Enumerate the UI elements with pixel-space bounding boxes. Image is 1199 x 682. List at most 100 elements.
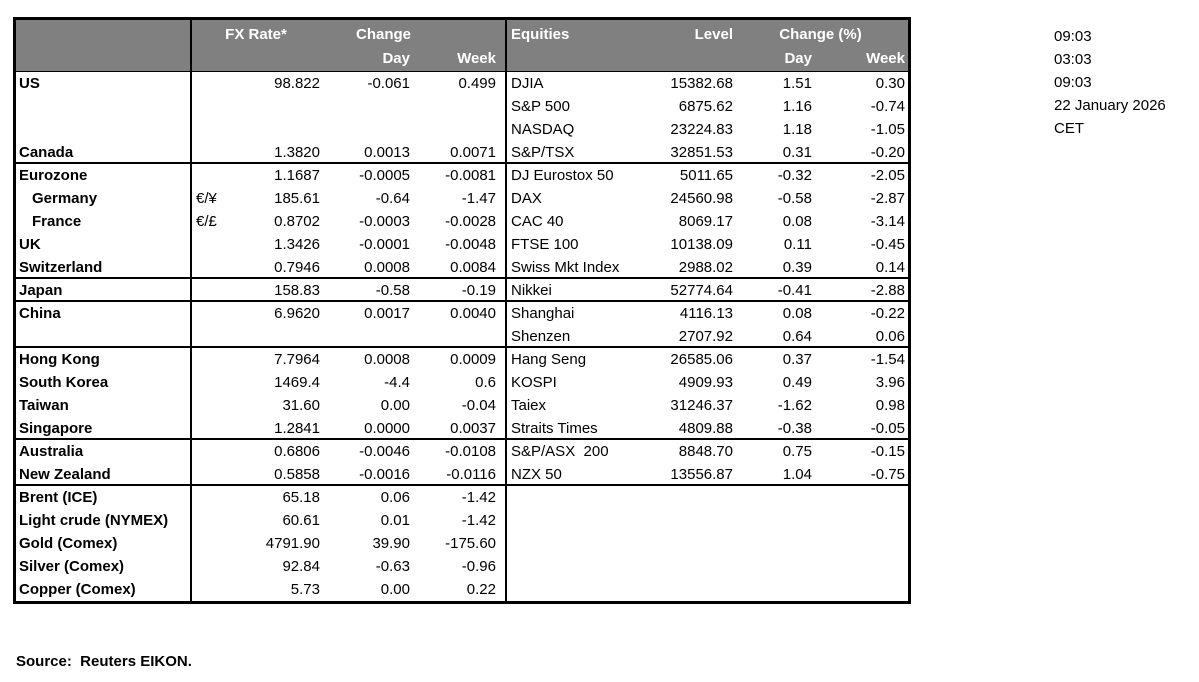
equity-day-change: -0.58 [777, 190, 812, 207]
equity-name: Hang Seng [511, 351, 587, 368]
equity-week-change: -0.05 [870, 420, 905, 437]
table-row: Japan 158.83 -0.58 -0.19 Nikkei 52774.64 -0.41… [16, 279, 908, 302]
currency-pair [192, 256, 222, 277]
fx-week-change: -0.0108 [410, 440, 507, 463]
currency-pair [192, 141, 222, 162]
equity-level [657, 555, 733, 578]
equity-day-change: 0.11 [783, 236, 812, 253]
equity-day-change [733, 532, 812, 555]
equity-name: KOSPI [511, 374, 557, 391]
equity-week-change: -2.05 [870, 167, 905, 184]
table-body: US 98.822 -0.061 0.499 DJIA 15382.68 1.51 0.30 S… [16, 72, 908, 601]
equity-level: 32851.53 [670, 144, 733, 161]
fx-rate-value: 185.61 [274, 190, 320, 207]
fx-rate-value: 0.8702 [274, 213, 320, 230]
currency-pair [192, 532, 222, 555]
table-row: S&P 500 6875.62 1.16 -0.74 [16, 95, 908, 118]
currency-pair [192, 486, 222, 509]
row-label: France [16, 210, 192, 233]
fx-rate-value: 1.1687 [274, 167, 320, 184]
currency-pair [192, 118, 222, 141]
equity-week-change [812, 486, 908, 509]
equity-level: 10138.09 [670, 236, 733, 253]
currency-pair [192, 417, 222, 438]
header-fx-change: Change [320, 20, 507, 48]
header-eq-day: Day [784, 50, 812, 67]
fx-day-change: 39.90 [372, 535, 410, 552]
header-blank-cell [16, 48, 192, 71]
fx-week-change: 0.0071 [410, 141, 507, 162]
currency-pair [192, 95, 222, 118]
table-row: Switzerland 0.7946 0.0008 0.0084 Swiss Mkt I… [16, 256, 908, 279]
equity-day-change: 0.64 [782, 328, 812, 345]
equity-name [507, 509, 657, 532]
fx-rate-value: 158.83 [274, 282, 320, 299]
header-blank-cell [507, 48, 657, 71]
equity-name: Shanghai [511, 305, 575, 322]
fx-week-change: -1.42 [410, 486, 507, 509]
equity-day-change: -0.41 [777, 282, 812, 299]
table-row: France €/£ 0.8702 -0.0003 -0.0028 CAC 40 8069.… [16, 210, 908, 233]
equity-level: 15382.68 [670, 75, 733, 92]
fx-day-change [320, 325, 410, 346]
row-label: US [16, 72, 192, 95]
equity-week-change [812, 578, 908, 601]
equity-name: DJ Eurostox 50 [511, 167, 614, 184]
row-label [16, 325, 192, 346]
header-eq-week: Week [866, 50, 905, 67]
row-label: Gold (Comex) [16, 532, 192, 555]
row-label: UK [16, 233, 192, 256]
fx-day-change: -0.64 [375, 190, 410, 207]
equity-level: 52774.64 [670, 282, 733, 299]
equity-day-change: 0.37 [782, 351, 812, 368]
equity-day-change: 0.39 [782, 259, 812, 276]
footer-notes: Source: Reuters EIKON. * FX Rate for USD… [16, 604, 783, 682]
equity-day-change [733, 486, 812, 509]
fx-week-change: 0.499 [410, 72, 507, 95]
header-change-pct: Change (%) [779, 26, 862, 43]
fx-week-change: -1.42 [410, 509, 507, 532]
equity-name [507, 532, 657, 555]
header-blank-cell [657, 48, 733, 71]
fx-day-change [320, 95, 410, 118]
side-info-line: 09:03 [1054, 74, 1092, 91]
fx-day-change: 0.01 [380, 512, 410, 529]
fx-week-change: 0.0009 [410, 348, 507, 371]
row-label: Singapore [16, 417, 192, 438]
equity-level [657, 486, 733, 509]
equity-week-change: -0.20 [870, 144, 905, 161]
equity-name: CAC 40 [511, 213, 564, 230]
equity-week-change: -3.14 [870, 213, 905, 230]
fx-day-change: 0.0000 [364, 420, 410, 437]
equity-week-change [812, 532, 908, 555]
table-row: NASDAQ 23224.83 1.18 -1.05 [16, 118, 908, 141]
equity-day-change: -0.32 [777, 167, 812, 184]
fx-rate-value: 7.7964 [274, 351, 320, 368]
side-info-line: CET [1054, 120, 1084, 137]
row-label [16, 95, 192, 118]
row-label: Hong Kong [16, 348, 192, 371]
equity-level [657, 578, 733, 601]
equity-week-change: 0.06 [875, 328, 905, 345]
equity-week-change: -0.15 [870, 443, 905, 460]
row-label: China [16, 302, 192, 325]
equity-week-change: -2.88 [870, 282, 905, 299]
row-label: Taiwan [16, 394, 192, 417]
fx-rate-value: 92.84 [282, 558, 320, 575]
row-label: New Zealand [16, 463, 192, 484]
fx-rate-value [222, 118, 320, 141]
fx-rate-value: 1.3426 [274, 236, 320, 253]
fx-day-change: 0.00 [380, 397, 410, 414]
header-level: Level [694, 26, 733, 43]
equity-week-change: 0.14 [875, 259, 905, 276]
equity-week-change: 3.96 [875, 374, 905, 391]
fx-week-change: 0.0084 [410, 256, 507, 277]
fx-day-change: -0.63 [375, 558, 410, 575]
fx-week-change: -0.0081 [410, 164, 507, 187]
equity-level: 8848.70 [678, 443, 733, 460]
table-row: Hong Kong 7.7964 0.0008 0.0009 Hang Seng 2658… [16, 348, 908, 371]
currency-pair [192, 72, 222, 95]
header-equities: Equities [511, 26, 570, 43]
table-row: Taiwan 31.60 0.00 -0.04 Taiex 31246.37 -1.62 0.… [16, 394, 908, 417]
table-row: Germany €/¥ 185.61 -0.64 -1.47 DAX 24560.98 -0.… [16, 187, 908, 210]
